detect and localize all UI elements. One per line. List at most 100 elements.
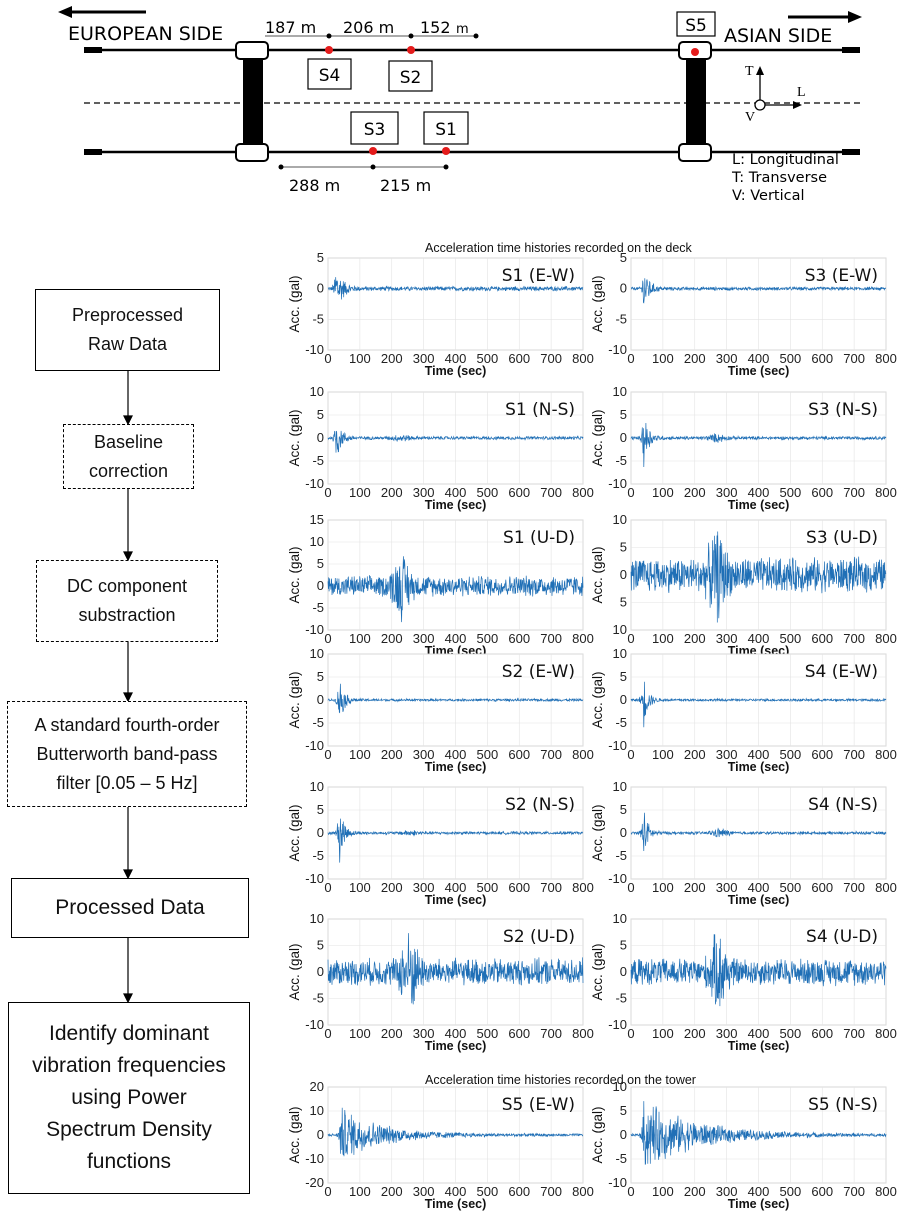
y-axis-label: Acc. (gal) — [590, 409, 605, 466]
x-tick-label: 200 — [684, 351, 706, 366]
y-tick-label: -10 — [305, 342, 324, 357]
y-axis-label: Acc. (gal) — [287, 275, 302, 332]
y-axis-label: Acc. (gal) — [590, 546, 605, 603]
y-tick-label: 5 — [317, 938, 324, 953]
y-tick-label: 0 — [317, 825, 324, 840]
x-tick-label: 200 — [381, 351, 403, 366]
y-tick-label: 10 — [310, 384, 324, 399]
x-tick-label: 200 — [684, 747, 706, 762]
y-axis-label: Acc. (gal) — [590, 275, 605, 332]
x-tick-label: 800 — [875, 747, 897, 762]
chart-title: S1 (E-W) — [502, 266, 575, 286]
chart-s4-e-w: 10 5 0 -5 -10 0 100 200 300 400 500 600 700 800 S4 (E-… — [571, 646, 897, 780]
x-tick-label: 500 — [477, 351, 499, 366]
x-tick-label: 200 — [381, 747, 403, 762]
y-tick-label: 10 — [310, 646, 324, 661]
chart-title: S5 (N-S) — [808, 1095, 878, 1115]
y-tick-label: -20 — [305, 1175, 324, 1190]
y-tick-label: 20 — [310, 1079, 324, 1094]
signal-trace — [327, 818, 584, 863]
x-tick-label: 800 — [875, 631, 897, 646]
x-tick-label: 500 — [780, 631, 802, 646]
y-tick-label: 5 — [620, 250, 627, 265]
y-tick-label: 0 — [317, 692, 324, 707]
x-tick-label: 700 — [540, 1026, 562, 1041]
x-tick-label: 700 — [843, 747, 865, 762]
signal-trace — [630, 531, 887, 623]
y-tick-label: 5 — [317, 669, 324, 684]
deck-edge-top — [84, 47, 860, 53]
x-tick-label: 100 — [349, 485, 371, 500]
x-tick-label: 800 — [875, 1184, 897, 1199]
x-tick-label: 600 — [508, 1026, 530, 1041]
x-tick-label: 100 — [349, 747, 371, 762]
x-tick-label: 800 — [875, 1026, 897, 1041]
y-axis-label: Acc. (gal) — [287, 546, 302, 603]
legend-longitudinal: L: Longitudinal — [732, 152, 839, 168]
x-tick-label: 0 — [627, 631, 634, 646]
y-tick-label: -5 — [312, 600, 324, 615]
x-tick-label: 600 — [811, 351, 833, 366]
signal-trace — [327, 683, 584, 714]
coordinate-axes-icon — [754, 66, 802, 111]
y-tick-label: 0 — [620, 567, 627, 582]
x-tick-label: 800 — [572, 1184, 594, 1199]
sensor-s3-dot — [369, 147, 377, 155]
european-side-label: EUROPEAN SIDE — [68, 23, 223, 45]
x-tick-label: 200 — [684, 1026, 706, 1041]
x-tick-label: 500 — [477, 1026, 499, 1041]
x-tick-label: 100 — [652, 1026, 674, 1041]
y-tick-label: 0 — [317, 430, 324, 445]
x-tick-label: 500 — [780, 1184, 802, 1199]
x-axis-label: Time (sec) — [728, 1197, 790, 1211]
chart-title: S4 (E-W) — [805, 662, 878, 682]
tower-section-title: Acceleration time histories recorded on … — [425, 1073, 696, 1087]
x-tick-label: 800 — [572, 1026, 594, 1041]
axis-t-label: T — [745, 64, 754, 79]
y-tick-label: 10 — [613, 779, 627, 794]
x-axis-label: Time (sec) — [728, 893, 790, 907]
x-tick-label: 0 — [324, 485, 331, 500]
x-tick-label: 500 — [477, 880, 499, 895]
y-tick-label: 0 — [620, 964, 627, 979]
y-tick-label: 0 — [620, 281, 627, 296]
y-tick-label: -10 — [305, 476, 324, 491]
x-tick-label: 400 — [748, 631, 770, 646]
y-tick-label: 0 — [317, 578, 324, 593]
x-tick-label: 500 — [477, 631, 499, 646]
x-tick-label: 200 — [684, 485, 706, 500]
top-dimension-line — [265, 33, 479, 39]
x-tick-label: 300 — [716, 1026, 738, 1041]
signal-trace — [327, 277, 584, 300]
x-tick-label: 0 — [324, 1026, 331, 1041]
x-tick-label: 100 — [349, 880, 371, 895]
y-tick-label: 10 — [613, 512, 627, 527]
y-tick-label: 0 — [620, 692, 627, 707]
signal-trace — [327, 430, 584, 453]
chart-s4-u-d: 10 5 0 -5 -10 0 100 200 300 400 500 600 700 800 S4 (U-… — [571, 911, 897, 1059]
y-tick-label: 10 — [613, 646, 627, 661]
y-tick-label: 5 — [620, 938, 627, 953]
x-tick-label: 400 — [748, 880, 770, 895]
asian-side-label: ASIAN SIDE — [724, 25, 832, 47]
x-tick-label: 300 — [716, 485, 738, 500]
y-tick-label: -10 — [608, 1017, 627, 1032]
y-tick-label: 10 — [310, 534, 324, 549]
chart-s3-n-s: 10 5 0 -5 -10 0 100 200 300 400 500 600 700 800 S3 (N-… — [571, 384, 897, 518]
x-tick-label: 600 — [811, 631, 833, 646]
x-tick-label: 700 — [540, 351, 562, 366]
y-tick-label: 5 — [317, 802, 324, 817]
chart-s3-u-d: 10 5 0 5 10 0 100 200 300 400 500 600 700 800 S3 (U-D)… — [571, 512, 897, 664]
y-tick-label: 15 — [310, 512, 324, 527]
y-tick-label: -10 — [305, 622, 324, 637]
y-tick-label: 0 — [317, 1127, 324, 1142]
x-tick-label: 0 — [324, 880, 331, 895]
sensor-s4-dot — [325, 46, 333, 54]
x-tick-label: 700 — [843, 1026, 865, 1041]
y-tick-label: -5 — [615, 1151, 627, 1166]
y-tick-label: 5 — [620, 595, 627, 610]
svg-text:S4: S4 — [319, 66, 341, 86]
y-tick-label: 5 — [620, 540, 627, 555]
chart-s3-e-w: 5 0 -5 -10 0 100 200 300 400 500 600 700 800 S3 (E-W)… — [571, 250, 897, 384]
x-tick-label: 300 — [413, 747, 435, 762]
